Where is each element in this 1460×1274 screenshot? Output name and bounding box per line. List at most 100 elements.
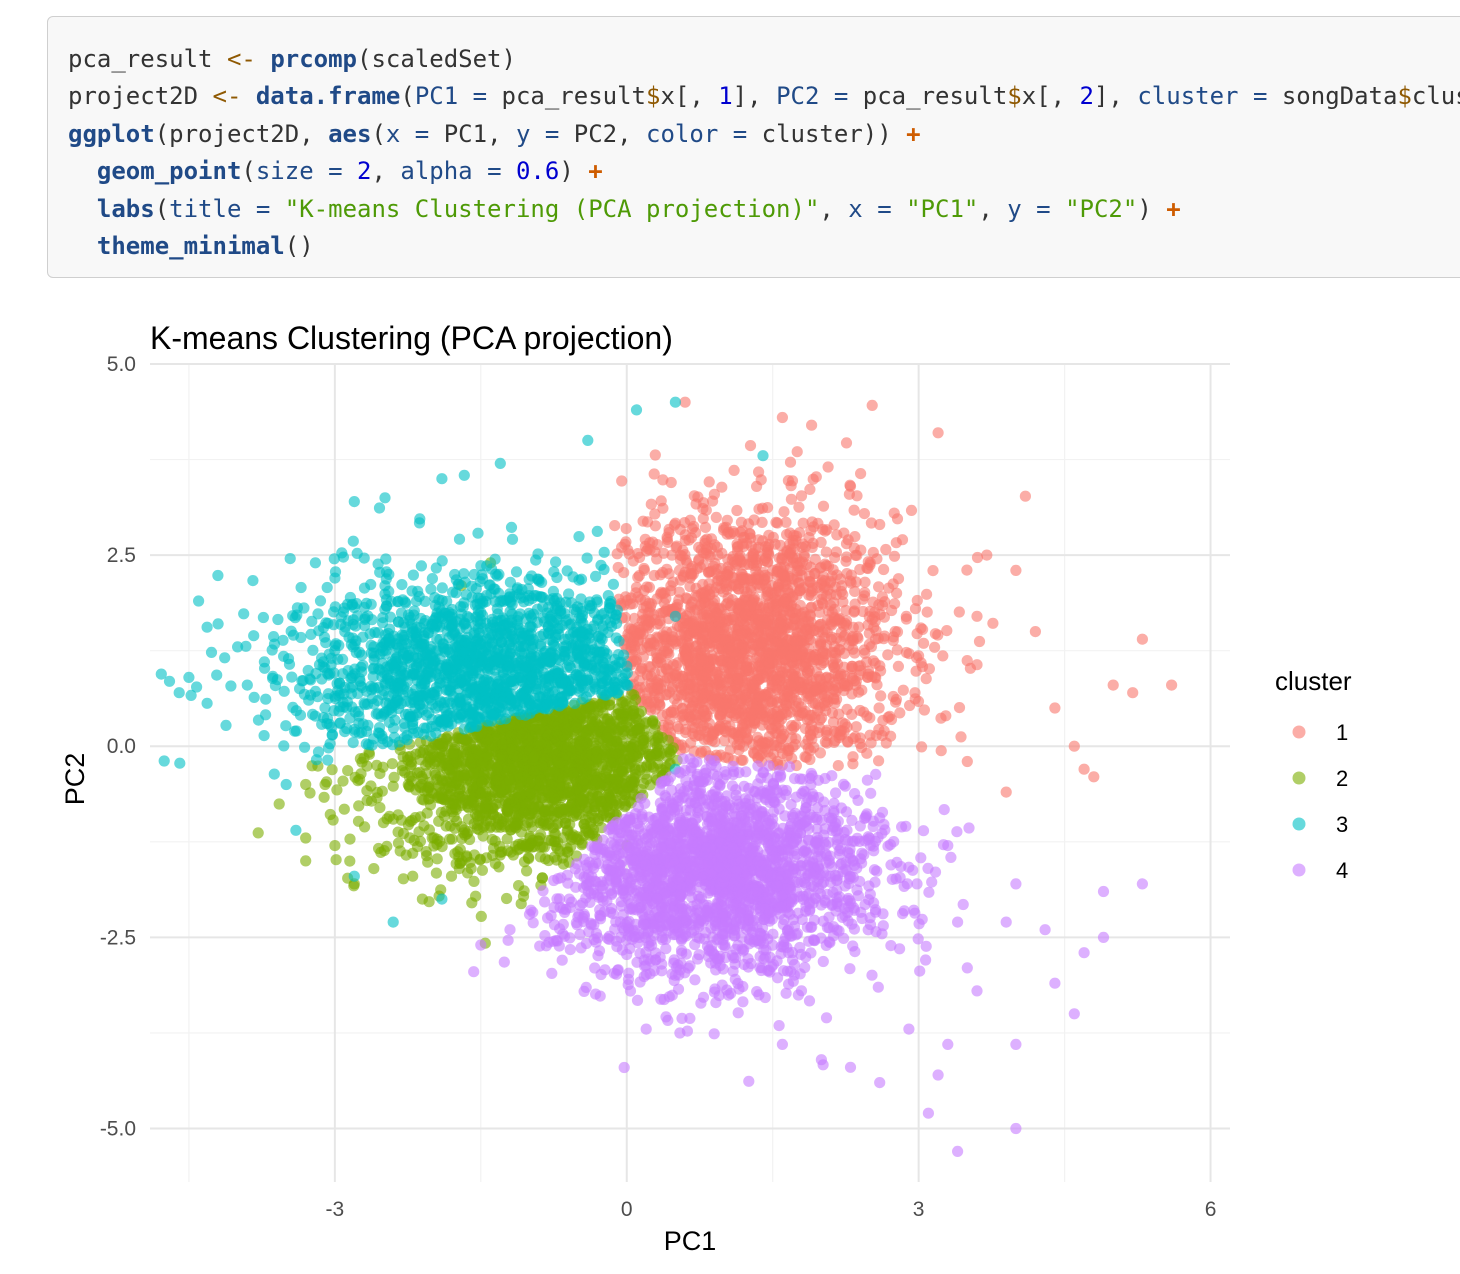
data-point: [773, 716, 785, 728]
data-point: [916, 741, 928, 753]
data-point: [450, 858, 462, 870]
data-point: [676, 739, 688, 751]
code-token: x =: [385, 119, 430, 148]
data-point: [422, 756, 434, 768]
data-point: [835, 585, 847, 598]
data-point: [821, 671, 833, 683]
data-point: [833, 612, 845, 624]
data-point: [771, 517, 784, 529]
data-point: [918, 704, 931, 716]
data-point: [319, 778, 331, 791]
data-point: [809, 567, 821, 580]
data-point: [880, 543, 892, 556]
code-token: pca_result: [848, 82, 1008, 111]
data-point: [497, 738, 509, 750]
data-point: [663, 743, 675, 755]
data-point: [750, 640, 762, 652]
code-token: alpha =: [400, 157, 502, 186]
data-point: [602, 728, 615, 740]
data-point: [588, 709, 600, 721]
data-point: [462, 813, 475, 825]
data-point: [535, 829, 547, 841]
data-point: [511, 750, 523, 763]
data-point: [225, 680, 237, 692]
data-point: [268, 768, 280, 780]
data-point: [774, 742, 786, 754]
data-point: [820, 546, 832, 558]
data-point: [752, 609, 765, 621]
data-point: [739, 679, 751, 691]
data-point: [909, 693, 921, 705]
data-point: [542, 786, 555, 798]
data-point: [416, 893, 428, 905]
data-point: [644, 537, 656, 549]
data-point: [674, 554, 687, 566]
data-point: [671, 540, 683, 552]
data-point: [494, 753, 506, 765]
data-point: [727, 571, 739, 583]
data-point: [492, 774, 504, 786]
data-point: [717, 586, 730, 598]
data-point: [501, 833, 513, 845]
data-point: [739, 591, 752, 603]
data-point: [238, 608, 250, 620]
data-point: [326, 764, 338, 776]
data-point: [314, 595, 327, 607]
data-point: [754, 582, 766, 594]
data-point: [848, 675, 860, 687]
data-point: [648, 468, 660, 480]
code-token: x[,: [1021, 82, 1080, 111]
scatter-chart: -3 0 3 6-5.0-2.50.02.55.0 K-means Clusterin…: [60, 320, 1352, 1256]
data-point: [432, 779, 444, 791]
data-point: [645, 598, 658, 610]
data-point: [414, 835, 426, 848]
data-point: [814, 635, 827, 647]
data-point: [861, 671, 874, 683]
code-token: +: [588, 157, 603, 186]
data-point: [708, 488, 721, 500]
data-point: [426, 573, 438, 585]
data-point: [754, 690, 766, 702]
data-point: [508, 821, 521, 833]
data-point: [747, 549, 759, 561]
code-token: ): [1137, 194, 1167, 223]
code-line: labs(title = "K-means Clustering (PCA pr…: [68, 191, 1460, 228]
data-point: [507, 763, 520, 775]
data-point: [1049, 702, 1061, 714]
data-point: [743, 654, 755, 667]
series-1: [609, 396, 1178, 798]
data-point: [871, 553, 883, 565]
data-point: [284, 553, 296, 565]
data-point: [688, 681, 701, 693]
code-token: 0.6: [515, 157, 560, 186]
data-point: [778, 690, 790, 702]
data-point: [472, 527, 484, 539]
data-point: [534, 774, 547, 787]
data-point: [673, 564, 686, 576]
data-point: [695, 655, 707, 667]
code-token: prcomp: [270, 45, 358, 73]
code-token: ): [559, 157, 589, 186]
data-point: [467, 753, 479, 765]
data-point: [929, 641, 941, 653]
data-point: [518, 807, 530, 819]
data-point: [832, 760, 844, 772]
data-point: [299, 741, 311, 753]
data-point: [784, 456, 797, 468]
data-point: [1029, 626, 1041, 638]
data-point: [501, 892, 513, 905]
data-point: [961, 564, 973, 576]
data-point: [663, 568, 675, 580]
data-point: [727, 631, 739, 643]
data-point: [806, 419, 818, 431]
code-text: pca_result <- prcomp(scaledSet) project2D…: [48, 17, 1460, 265]
data-point: [252, 827, 264, 839]
data-point: [1127, 687, 1139, 699]
data-point: [635, 705, 648, 717]
data-point: [697, 503, 709, 515]
data-point: [710, 568, 723, 580]
data-point: [373, 842, 385, 855]
data-point: [684, 711, 696, 723]
data-point: [637, 738, 650, 750]
code-token: [241, 82, 255, 110]
